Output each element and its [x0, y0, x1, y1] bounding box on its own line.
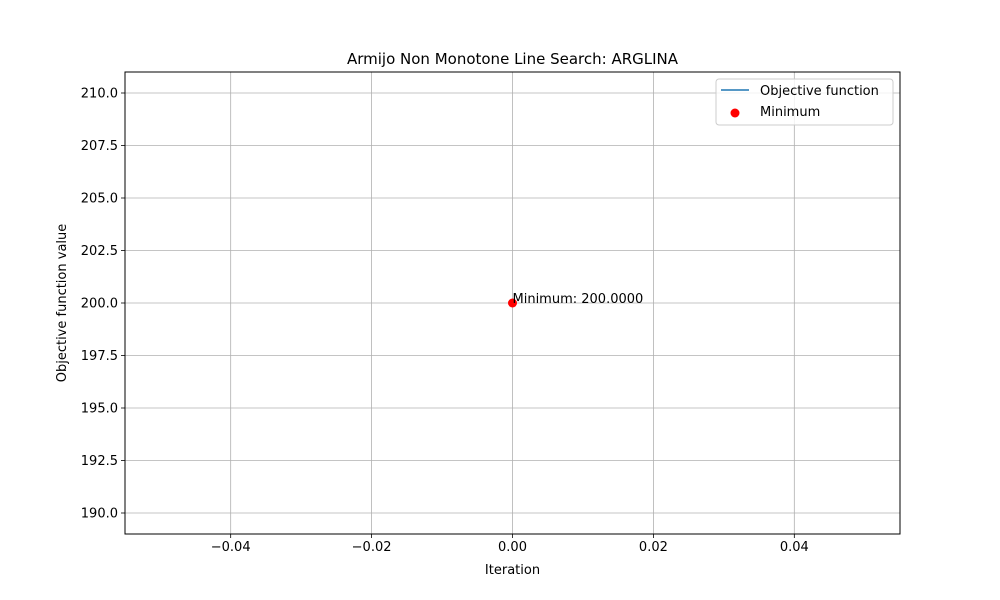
y-tick-label: 197.5: [81, 349, 118, 364]
legend-marker-swatch: [730, 108, 740, 118]
chart-title: Armijo Non Monotone Line Search: ARGLINA: [347, 50, 679, 68]
y-tick-label: 210.0: [81, 87, 118, 102]
y-tick-label: 205.0: [81, 192, 118, 207]
x-tick-label: 0.02: [639, 540, 668, 555]
y-tick-label: 192.5: [81, 454, 118, 469]
minimum-point: [508, 298, 517, 308]
minimum-annotation: Minimum: 200.0000: [513, 292, 644, 307]
legend-box: [715, 78, 894, 126]
legend-label-minimum: Minimum: [760, 105, 820, 120]
x-axis-label: Iteration: [485, 563, 540, 578]
legend: Objective function Minimum: [715, 78, 894, 126]
x-tick-label: −0.04: [211, 540, 251, 555]
y-tick-label: 207.5: [81, 139, 118, 154]
series-layer: [508, 298, 517, 308]
x-tick-label: 0.04: [780, 540, 809, 555]
y-axis-label: Objective function value: [55, 224, 70, 383]
x-tick-label: 0.00: [498, 540, 527, 555]
y-tick-label: 195.0: [81, 402, 118, 417]
y-tick-label: 190.0: [81, 507, 118, 522]
legend-label-objective-function: Objective function: [760, 84, 879, 99]
y-tick-label: 200.0: [81, 297, 118, 312]
x-tick-label: −0.02: [352, 540, 392, 555]
tick-layer: −0.04 −0.02 0.00 0.02 0.04 190.0 192.5 195.0 197…: [81, 87, 809, 556]
y-tick-label: 202.5: [81, 244, 118, 259]
annotation-layer: Minimum: 200.0000: [513, 292, 644, 307]
